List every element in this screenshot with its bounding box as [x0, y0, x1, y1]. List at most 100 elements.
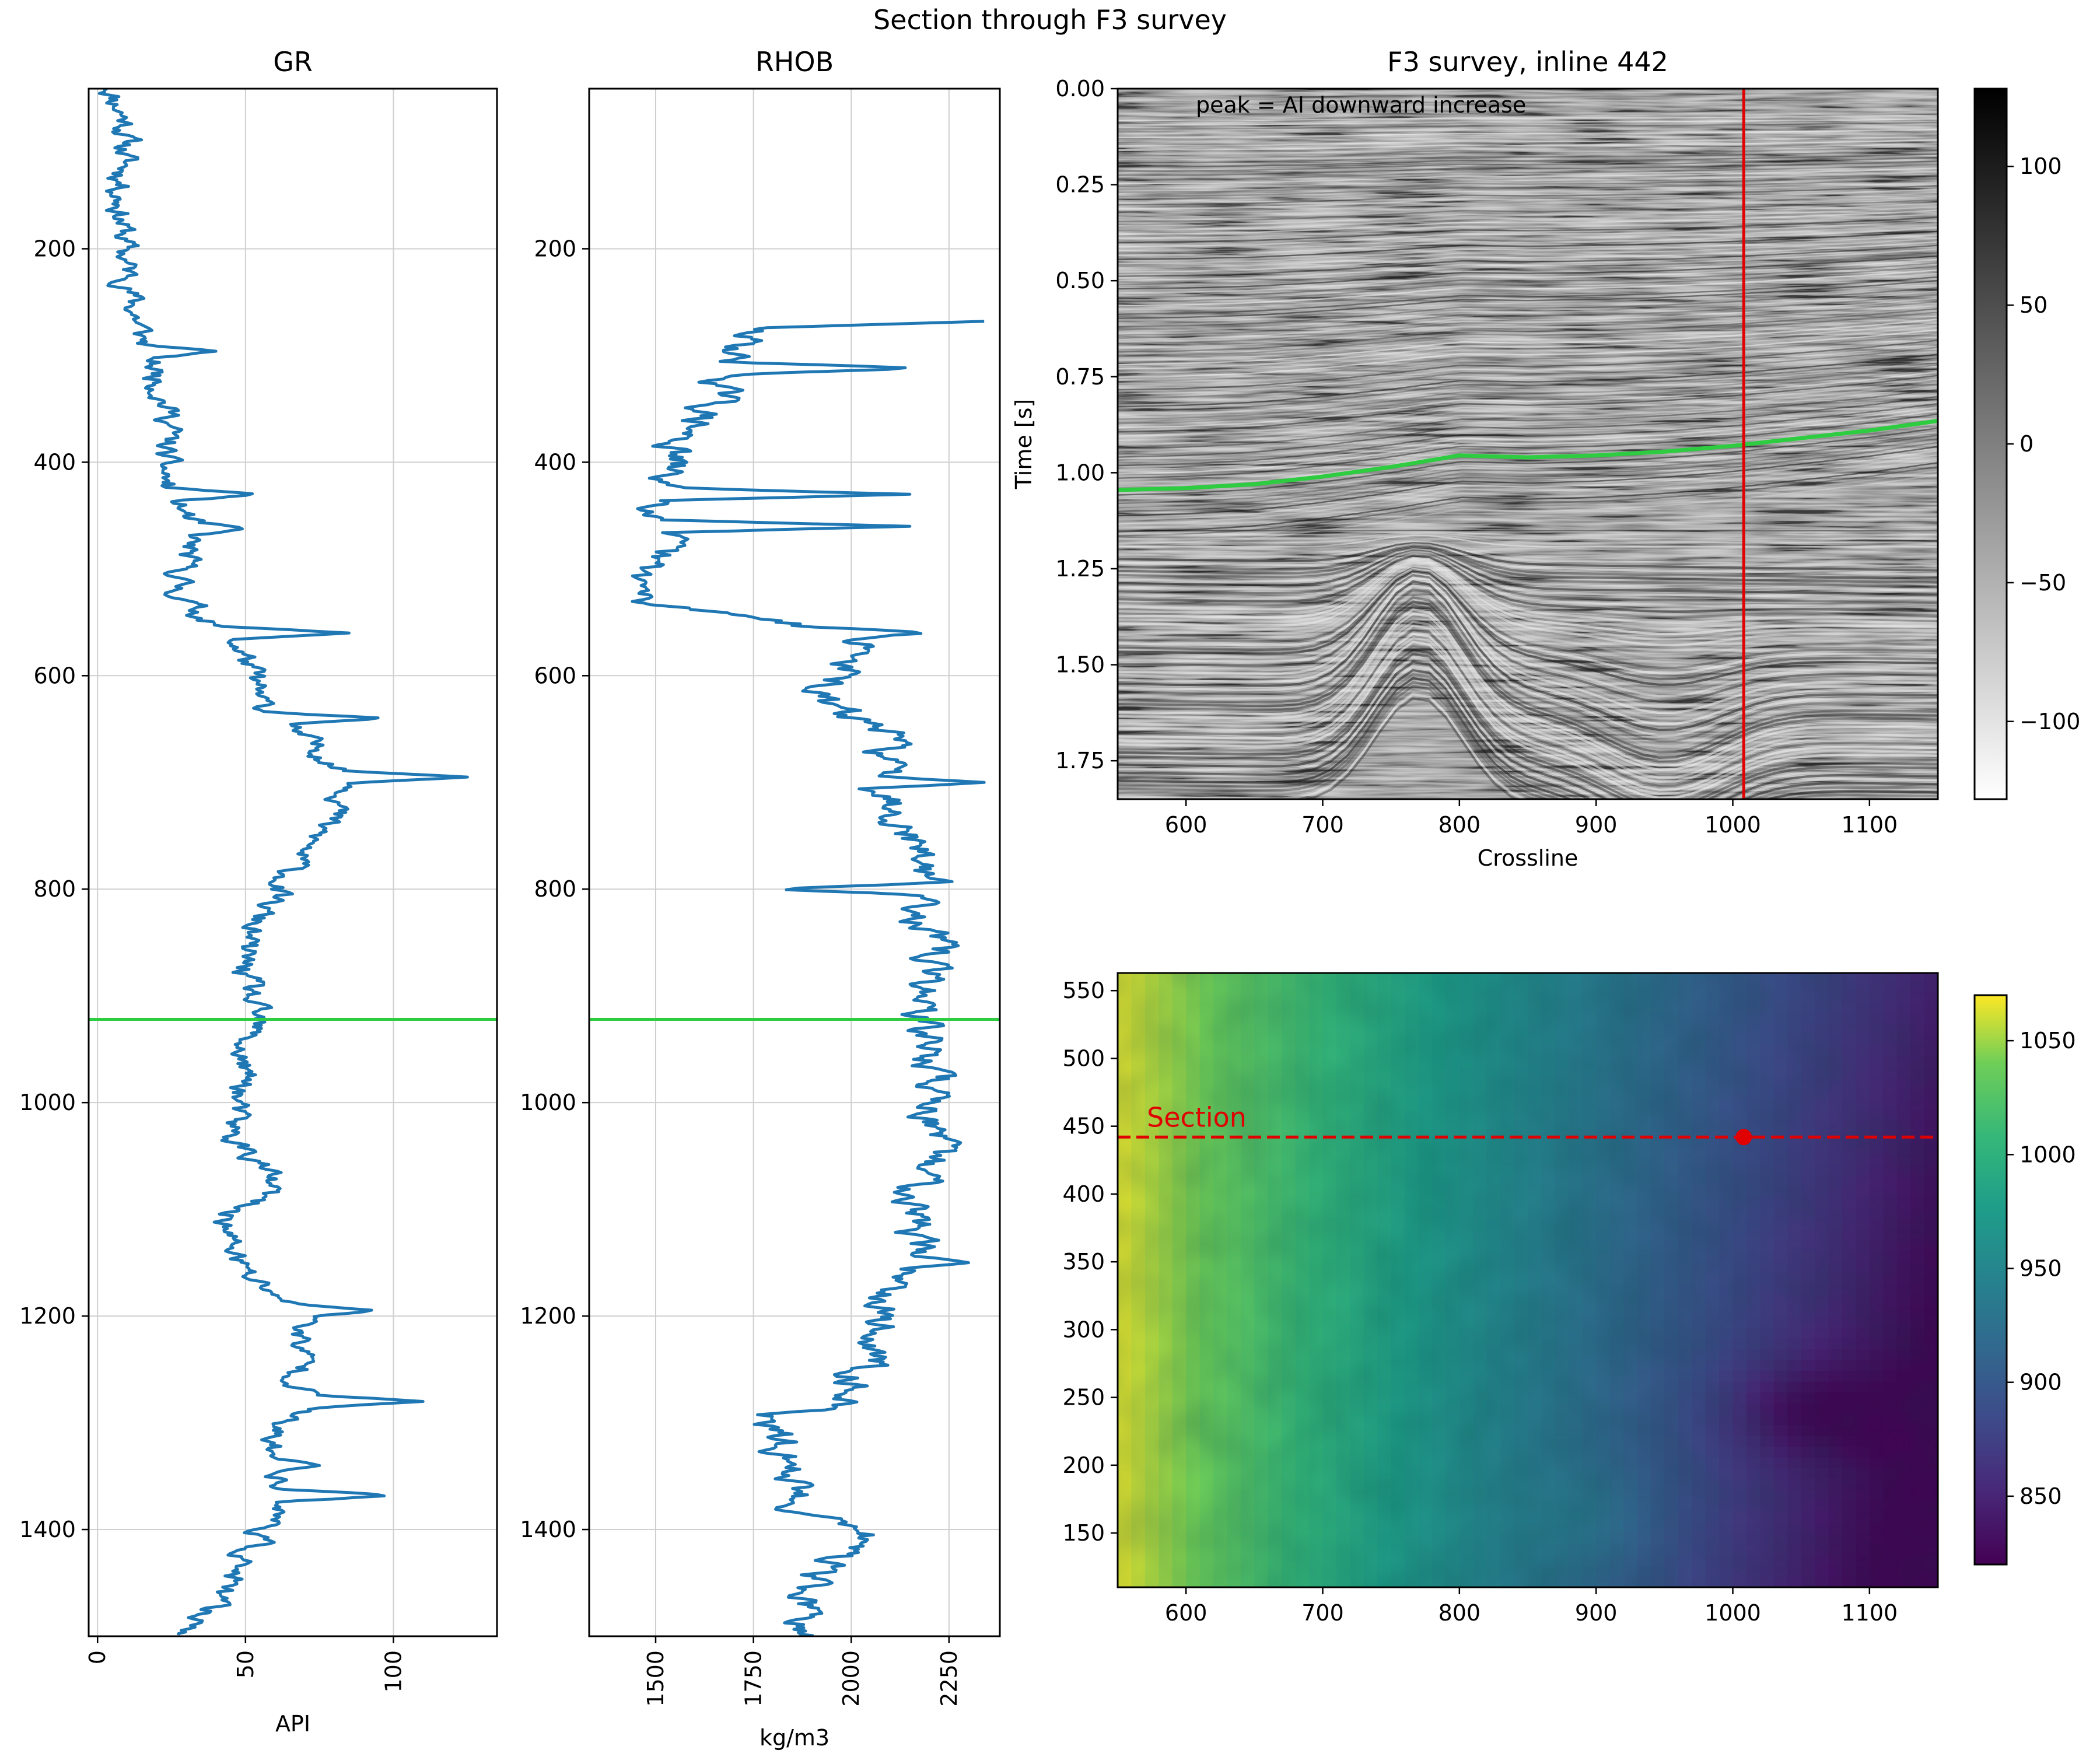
seismic-reflector — [1118, 125, 1938, 134]
seismic-reflector — [1118, 402, 1938, 467]
seismic-reflector — [1118, 146, 1938, 160]
seismic-reflector — [1118, 664, 1938, 799]
seismic-reflector — [1118, 364, 1938, 421]
gr-log-curve-group — [89, 89, 497, 1636]
seismic-reflector — [1118, 255, 1938, 290]
seismic-reflector — [1118, 135, 1938, 147]
horizon-map-axes-frame — [1116, 972, 1939, 1588]
seismic-reflector — [1118, 171, 1938, 189]
seismic-reflector — [1118, 578, 1938, 720]
seismic-reflector — [1118, 652, 1938, 799]
seismic-reflector — [1118, 446, 1938, 517]
seismic-panel-title: F3 survey, inline 442 — [1387, 46, 1668, 78]
rhob-axes-frame — [588, 88, 1001, 1637]
seismic-reflector — [1118, 569, 1938, 681]
horizon-map-y-tick-label: 200 — [1062, 1452, 1105, 1478]
seismic-reflector — [1118, 272, 1938, 311]
gr-x-axis-label: API — [275, 1711, 310, 1737]
seismic-reflector — [1118, 241, 1938, 273]
gr-x-tick-label: 0 — [85, 1650, 110, 1664]
horizon-map-x-tick-label: 600 — [1165, 1600, 1208, 1626]
horizon-map-panel: Section 600 700 800 900 1000 1100 150 200 250 300… — [1062, 972, 1939, 1626]
gr-y-tick-label: 600 — [33, 663, 76, 688]
seismic-colorbar-tick-label: −50 — [2020, 570, 2066, 596]
seismic-reflector — [1118, 167, 1938, 185]
seismic-reflector — [1118, 450, 1938, 521]
seismic-reflector — [1118, 329, 1938, 378]
horizon-map-colorbar-tick-label: 850 — [2020, 1483, 2062, 1509]
gr-y-tick-label: 400 — [33, 449, 76, 475]
seismic-reflector — [1118, 410, 1938, 475]
seismic-colorbar-tick-label: 50 — [2020, 292, 2048, 318]
seismic-reflector — [1118, 649, 1938, 799]
rhob-y-tick-label: 1200 — [520, 1303, 576, 1329]
seismic-reflector — [1118, 248, 1938, 282]
horizon-map-colorbar-tick-label: 1050 — [2020, 1028, 2076, 1054]
gr-x-tick-label: 50 — [233, 1650, 258, 1678]
gr-x-tick-label: 100 — [380, 1650, 406, 1693]
seismic-reflector — [1118, 442, 1938, 513]
horizon-map-x-tick-label: 1100 — [1841, 1600, 1898, 1626]
rhob-y-tick-label: 800 — [534, 876, 576, 902]
seismic-reflector — [1118, 286, 1938, 328]
seismic-reflector — [1118, 223, 1938, 252]
seismic-reflector — [1118, 570, 1938, 686]
seismic-y-tick-label: 0.75 — [1055, 364, 1105, 390]
seismic-reflector — [1118, 668, 1938, 799]
seismic-reflector — [1118, 283, 1938, 324]
horizon-map-y-tick-label: 150 — [1062, 1520, 1105, 1546]
seismic-reflector — [1118, 561, 1938, 647]
seismic-reflector — [1118, 612, 1938, 771]
seismic-reflector — [1118, 434, 1938, 505]
seismic-reflector — [1118, 343, 1938, 395]
seismic-reflector — [1118, 636, 1938, 796]
seismic-reflector — [1118, 466, 1938, 537]
seismic-reflector — [1118, 438, 1938, 509]
seismic-reflector — [1118, 470, 1938, 541]
seismic-ticks: 600 700 800 900 1000 1100 0.00 0.25 0.50 0.75 1.00… — [1055, 76, 1898, 838]
seismic-colorbar-tick-label: 0 — [2020, 431, 2034, 457]
gr-axes-frame — [88, 88, 498, 1637]
seismic-y-tick-label: 0.25 — [1055, 172, 1105, 198]
seismic-reflector — [1118, 139, 1938, 151]
seismic-reflector — [1118, 580, 1938, 732]
seismic-x-tick-label: 900 — [1575, 812, 1618, 838]
gr-log-panel: GR 0 50 100 200 400 600 800 1000 1200 1400 API — [19, 46, 498, 1737]
seismic-reflector — [1118, 554, 1938, 613]
seismic-y-tick-label: 1.25 — [1055, 556, 1105, 582]
seismic-reflector — [1118, 677, 1938, 799]
seismic-reflector — [1118, 555, 1938, 619]
seismic-reflector — [1118, 279, 1938, 320]
seismic-reflector — [1118, 531, 1938, 536]
rhob-panel-title: RHOB — [755, 46, 834, 78]
seismic-reflector — [1118, 304, 1938, 349]
seismic-reflector — [1118, 332, 1938, 383]
horizon-map-y-tick-label: 400 — [1062, 1181, 1105, 1207]
seismic-reflector — [1118, 195, 1938, 218]
rhob-ticks: 1500 1750 2000 2250 200 400 600 800 1000 1200 1400 — [520, 236, 962, 1706]
seismic-reflector — [1118, 474, 1938, 545]
seismic-reflector — [1118, 374, 1938, 433]
seismic-reflector — [1118, 600, 1938, 759]
seismic-reflector — [1118, 371, 1938, 429]
seismic-reflector — [1118, 541, 1938, 568]
gr-y-tick-label: 200 — [33, 236, 76, 261]
gr-y-tick-label: 1000 — [19, 1090, 76, 1115]
seismic-reflector — [1118, 608, 1938, 767]
seismic-reflector — [1118, 350, 1938, 404]
seismic-reflector — [1118, 262, 1938, 298]
seismic-reflector — [1118, 357, 1938, 412]
seismic-reflector — [1118, 326, 1938, 374]
seismic-reflector — [1118, 685, 1938, 799]
seismic-colorbar-fill — [1973, 88, 2008, 800]
seismic-reflector — [1118, 681, 1938, 799]
seismic-reflector — [1118, 188, 1938, 210]
seismic-x-tick-label: 600 — [1165, 812, 1208, 838]
horizon-map-y-tick-label: 300 — [1062, 1317, 1105, 1342]
rhob-log-curve-group — [589, 320, 1000, 1636]
seismic-reflector — [1118, 269, 1938, 307]
seismic-reflector — [1118, 545, 1938, 584]
seismic-x-tick-label: 700 — [1301, 812, 1344, 838]
seismic-reflector — [1118, 360, 1938, 416]
seismic-reflector — [1118, 128, 1938, 139]
